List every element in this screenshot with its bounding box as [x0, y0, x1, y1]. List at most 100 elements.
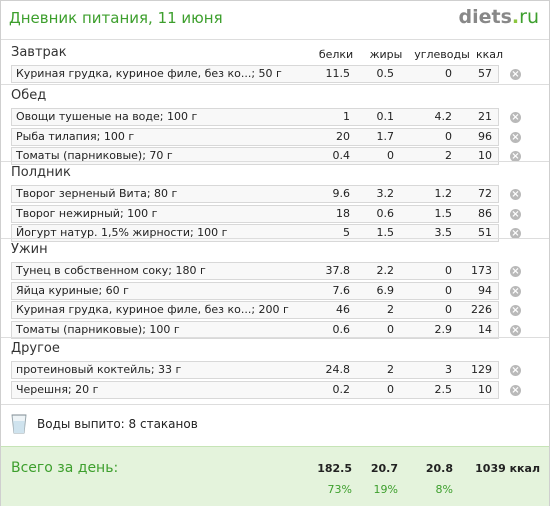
- meal-title: Другое: [11, 341, 60, 356]
- fat-percent: 19%: [373, 483, 398, 496]
- food-carbs: 0: [445, 283, 452, 297]
- food-fat: 3.2: [376, 187, 395, 200]
- col-fat-header: жиры: [369, 48, 403, 61]
- food-name: Куриная грудка, куриное филе, без ко...;…: [16, 303, 289, 316]
- food-protein: 11.5: [325, 67, 351, 80]
- food-kcal: 21: [478, 110, 492, 123]
- food-kcal: 72: [478, 187, 492, 200]
- food-protein: 0.4: [332, 149, 351, 162]
- total-carbs: 20.8: [425, 462, 453, 475]
- food-row[interactable]: Творог нежирный; 100 г 18 0.6 1.5 86: [11, 204, 499, 223]
- food-row[interactable]: Тунец в собственном соку; 180 г 37.8 2.2 0 1…: [11, 262, 499, 280]
- food-row[interactable]: Черешня; 20 г 0.2 0 2.5 10: [11, 380, 499, 399]
- food-fat: 0: [387, 149, 394, 162]
- food-carbs: 0: [445, 264, 452, 277]
- remove-icon[interactable]: ×: [510, 365, 521, 376]
- food-name: Рыба тилапия; 100 г: [16, 129, 135, 143]
- food-carbs: 0: [445, 303, 452, 316]
- water-divider: [1, 404, 549, 405]
- remove-icon[interactable]: ×: [510, 266, 521, 277]
- food-carbs: 0: [445, 67, 452, 80]
- total-protein: 182.5: [317, 462, 352, 475]
- meal-title: Ужин: [11, 242, 48, 257]
- logo-main: diets: [458, 6, 512, 28]
- section-divider: [1, 161, 549, 162]
- food-row[interactable]: Куриная грудка, куриное филе, без ко...;…: [11, 301, 499, 319]
- food-name: Творог нежирный; 100 г: [16, 206, 158, 220]
- food-fat: 0.5: [376, 67, 395, 80]
- page-title: Дневник питания, 11 июня: [9, 9, 223, 27]
- food-kcal: 129: [471, 363, 492, 376]
- food-carbs: 2.5: [434, 382, 453, 396]
- food-fat: 2.2: [376, 264, 395, 277]
- header-divider: [1, 39, 549, 40]
- col-kcal-header: ккал: [476, 48, 504, 61]
- logo-dot: .: [511, 6, 520, 28]
- food-kcal: 86: [478, 206, 492, 220]
- food-protein: 18: [336, 206, 350, 220]
- food-protein: 24.8: [325, 363, 351, 376]
- remove-icon[interactable]: ×: [510, 189, 521, 200]
- carbs-percent: 8%: [435, 483, 453, 496]
- food-carbs: 3: [445, 363, 452, 376]
- glass-icon: [11, 414, 27, 434]
- food-name: Томаты (парниковые); 100 г: [16, 322, 180, 336]
- food-row[interactable]: Рыба тилапия; 100 г 20 1.7 0 96: [11, 127, 499, 146]
- site-logo[interactable]: diets.ru: [459, 6, 539, 28]
- food-protein: 0.6: [332, 322, 351, 336]
- food-row[interactable]: Томаты (парниковые); 70 г 0.4 0 2 10: [11, 147, 499, 165]
- food-fat: 0: [387, 322, 394, 336]
- totals-footer: Всего за день: 182.5 20.7 20.8 1039 ккал…: [1, 446, 549, 506]
- food-fat: 0.1: [376, 110, 395, 123]
- food-fat: 2: [387, 363, 394, 376]
- food-name: Черешня; 20 г: [16, 382, 99, 396]
- food-protein: 0.2: [332, 382, 351, 396]
- totals-label: Всего за день:: [11, 460, 119, 476]
- food-row[interactable]: Творог зерненый Вита; 80 г 9.6 3.2 1.2 72: [11, 185, 499, 203]
- protein-percent: 73%: [327, 483, 352, 496]
- section-divider: [1, 238, 549, 239]
- food-row[interactable]: Куриная грудка, куриное филе, без ко...;…: [11, 65, 499, 83]
- section-divider: [1, 84, 549, 85]
- total-kcal: 1039 ккал: [475, 462, 540, 475]
- food-protein: 5: [343, 226, 350, 239]
- food-protein: 46: [336, 303, 350, 316]
- food-kcal: 226: [471, 303, 492, 316]
- logo-tld: ru: [519, 6, 539, 28]
- food-fat: 6.9: [376, 283, 395, 297]
- remove-icon[interactable]: ×: [510, 384, 521, 396]
- remove-icon[interactable]: ×: [510, 131, 521, 143]
- remove-icon[interactable]: ×: [510, 228, 521, 239]
- remove-icon[interactable]: ×: [510, 112, 521, 123]
- food-kcal: 10: [478, 149, 492, 162]
- food-kcal: 10: [478, 382, 492, 396]
- remove-icon[interactable]: ×: [510, 151, 521, 162]
- food-row[interactable]: Йогурт натур. 1,5% жирности; 100 г 5 1.5 3.…: [11, 224, 499, 242]
- food-name: протеиновый коктейль; 33 г: [16, 363, 182, 376]
- food-row[interactable]: Яйца куриные; 60 г 7.6 6.9 0 94: [11, 281, 499, 300]
- food-kcal: 57: [478, 67, 492, 80]
- food-row[interactable]: протеиновый коктейль; 33 г 24.8 2 3 129: [11, 361, 499, 379]
- food-protein: 1: [343, 110, 350, 123]
- food-row[interactable]: Томаты (парниковые); 100 г 0.6 0 2.9 14: [11, 320, 499, 339]
- remove-icon[interactable]: ×: [510, 285, 521, 297]
- remove-icon[interactable]: ×: [510, 69, 521, 80]
- meal-title: Полдник: [11, 165, 71, 180]
- food-fat: 1.7: [376, 129, 395, 143]
- food-kcal: 51: [478, 226, 492, 239]
- food-fat: 2: [387, 303, 394, 316]
- food-row[interactable]: Овощи тушеные на воде; 100 г 1 0.1 4.2 21: [11, 108, 499, 126]
- food-carbs: 1.5: [434, 206, 453, 220]
- food-name: Томаты (парниковые); 70 г: [16, 149, 173, 162]
- food-carbs: 4.2: [434, 110, 453, 123]
- remove-icon[interactable]: ×: [510, 324, 521, 336]
- food-kcal: 14: [478, 322, 492, 336]
- food-carbs: 0: [445, 129, 452, 143]
- section-divider: [1, 337, 549, 338]
- col-protein-header: белки: [318, 48, 354, 61]
- food-name: Творог зерненый Вита; 80 г: [16, 187, 178, 200]
- remove-icon[interactable]: ×: [510, 208, 521, 220]
- remove-icon[interactable]: ×: [510, 305, 521, 316]
- header: Дневник питания, 11 июня diets.ru: [1, 1, 549, 39]
- food-name: Йогурт натур. 1,5% жирности; 100 г: [16, 226, 228, 239]
